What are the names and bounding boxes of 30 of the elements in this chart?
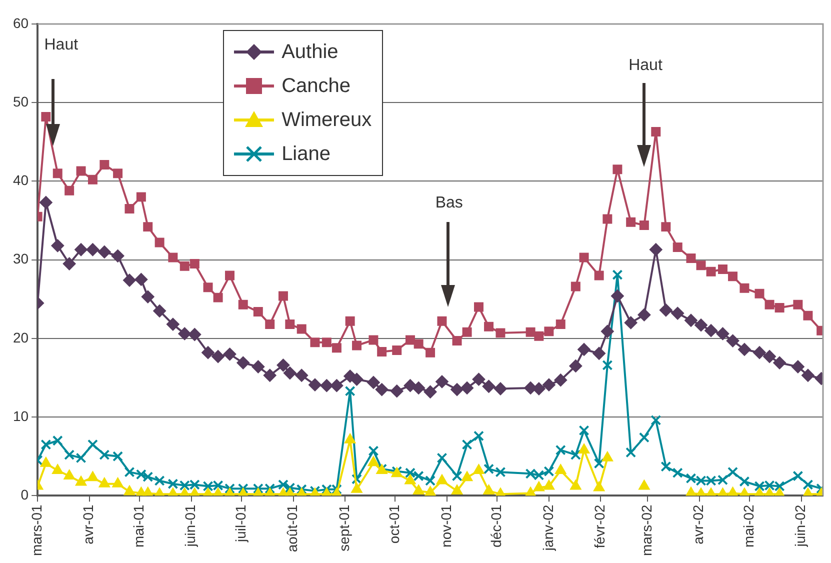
- y-tick-label: 0: [20, 486, 29, 503]
- x-tick-label: mai-02: [740, 504, 756, 548]
- x-tick-label: mars-01: [28, 504, 44, 556]
- y-tick-label: 20: [12, 329, 29, 346]
- x-tick-label: avr-01: [80, 504, 96, 544]
- y-tick-label: 10: [12, 408, 29, 424]
- y-tick-label: 50: [12, 93, 29, 110]
- x-tick-label: nov-01: [438, 504, 454, 548]
- legend-label: Liane: [282, 142, 330, 166]
- x-tick-label: oct-01: [386, 504, 402, 544]
- legend-label: Authie: [282, 40, 338, 64]
- y-tick-label: 40: [12, 172, 29, 188]
- legend-label: Canche: [282, 74, 350, 98]
- annotation: Bas: [435, 194, 463, 212]
- x-tick-label: mars-02: [638, 504, 654, 556]
- x-tick-label: mai-01: [130, 504, 146, 548]
- x-tick-label: juin-01: [182, 504, 198, 548]
- annotation: Haut: [628, 56, 663, 74]
- x-tick-label: févr-02: [592, 504, 608, 548]
- x-tick-label: sept-01: [336, 504, 352, 552]
- x-tick-label: juin-02: [792, 504, 808, 548]
- y-tick-label: 60: [12, 14, 29, 31]
- x-tick-label: juil-01: [232, 504, 248, 544]
- y-tick-label: 30: [12, 250, 29, 267]
- x-tick-label: août-01: [284, 504, 300, 552]
- annotation: Haut: [44, 36, 79, 54]
- legend-label: Wimereux: [282, 108, 372, 132]
- x-tick-label: déc-01: [488, 504, 504, 548]
- x-tick-label: avr-02: [690, 504, 706, 544]
- x-tick-label: janv-02: [540, 504, 556, 552]
